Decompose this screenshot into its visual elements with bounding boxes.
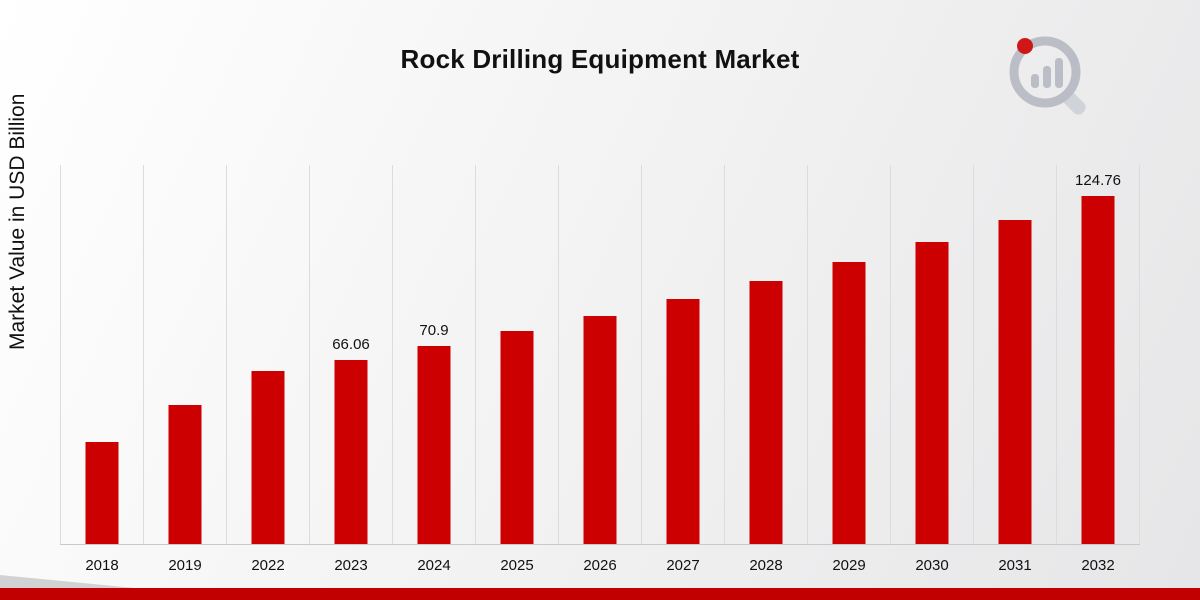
bar-2031: [998, 220, 1032, 544]
x-tick-label: 2031: [998, 557, 1032, 574]
bar-2027: [666, 299, 700, 544]
bar-2028: [749, 281, 783, 544]
bar-2032: [1081, 196, 1115, 544]
x-tick-label: 2022: [251, 557, 285, 574]
footer-red-strip: [0, 588, 1200, 600]
x-tick-label: 2018: [85, 557, 119, 574]
logo-red-dot: [1017, 38, 1033, 54]
bar-2023: [334, 360, 368, 544]
bar-value-label: 124.76: [1075, 172, 1121, 189]
chart-slot: 2026: [559, 165, 642, 574]
chart-slot: 2019: [144, 165, 227, 574]
chart-slot: 2030: [891, 165, 974, 574]
bar-2030: [915, 242, 949, 544]
footer-gray-wedge: [0, 575, 135, 588]
chart-slots: 2018 2019 2022 66.06 2023 70.9 2024 2025 2026 202…: [60, 165, 1140, 574]
x-tick-label: 2024: [417, 557, 451, 574]
bar-2024: [417, 346, 451, 544]
chart-slot: 2018: [60, 165, 144, 574]
x-tick-label: 2026: [583, 557, 617, 574]
logo-bar-3: [1055, 58, 1063, 88]
chart-slot: 2031: [974, 165, 1057, 574]
chart-slot: 2027: [642, 165, 725, 574]
x-tick-label: 2027: [666, 557, 700, 574]
bar-2029: [832, 262, 866, 544]
bar-2019: [168, 405, 202, 544]
bar-2026: [583, 316, 617, 544]
x-tick-label: 2019: [168, 557, 202, 574]
chart-slot: 2029: [808, 165, 891, 574]
bar-value-label: 66.06: [332, 336, 370, 353]
logo-bar-2: [1043, 66, 1051, 88]
x-tick-label: 2030: [915, 557, 949, 574]
x-tick-label: 2025: [500, 557, 534, 574]
page-title: Rock Drilling Equipment Market: [400, 44, 800, 74]
x-tick-label: 2023: [334, 557, 368, 574]
chart-slot: 2022: [227, 165, 310, 574]
bar-2018: [85, 442, 119, 544]
logo-bar-1: [1031, 74, 1039, 88]
chart-slot: 124.76 2032: [1057, 165, 1140, 574]
y-axis-label: Market Value in USD Billion: [6, 93, 29, 350]
chart-slot: 2028: [725, 165, 808, 574]
bar-2025: [500, 331, 534, 544]
x-tick-label: 2028: [749, 557, 783, 574]
chart-slot: 70.9 2024: [393, 165, 476, 574]
chart-slot: 66.06 2023: [310, 165, 393, 574]
bar-2022: [251, 371, 285, 544]
bar-chart: 2018 2019 2022 66.06 2023 70.9 2024 2025 2026 202…: [60, 165, 1140, 574]
chart-slot: 2025: [476, 165, 559, 574]
x-tick-label: 2032: [1081, 557, 1115, 574]
magnifier-ring: [1009, 36, 1081, 108]
bar-value-label: 70.9: [419, 322, 449, 339]
market-research-future-logo: [1009, 36, 1086, 115]
x-tick-label: 2029: [832, 557, 866, 574]
